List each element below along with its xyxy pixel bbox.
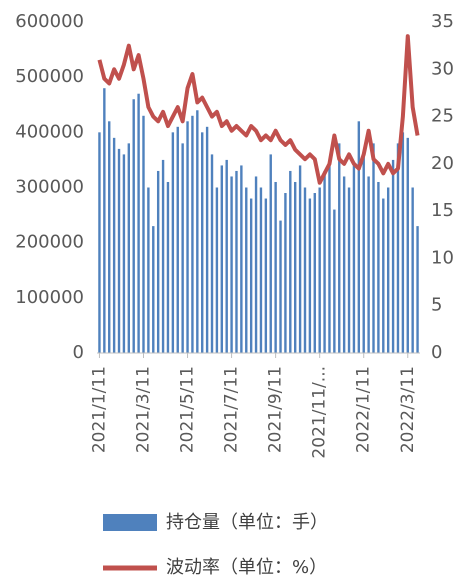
bar — [411, 187, 414, 353]
bar — [108, 121, 111, 353]
x-tick-label: 2021/9/11 — [266, 366, 286, 453]
bar — [318, 187, 321, 353]
y-tick-label: 100000 — [15, 287, 84, 308]
bar — [152, 226, 155, 353]
x-tick-label: 2021/3/11 — [133, 366, 153, 453]
bar — [127, 143, 131, 353]
bar — [367, 176, 370, 353]
bar — [196, 110, 199, 354]
bar — [230, 176, 233, 353]
bar — [347, 187, 351, 353]
bar — [205, 126, 209, 353]
y2-tick-label: 35 — [431, 11, 454, 32]
bar — [137, 93, 140, 353]
bar — [401, 132, 405, 353]
bar — [303, 187, 307, 353]
bar — [122, 154, 126, 353]
bar — [294, 181, 297, 353]
y-tick-label: 500000 — [15, 66, 84, 87]
legend-label: 波动率（单位：%） — [166, 557, 327, 578]
bar — [215, 187, 219, 353]
bar — [313, 193, 316, 353]
bar — [259, 187, 263, 353]
bar — [240, 165, 243, 353]
bar — [362, 154, 365, 353]
bar — [372, 143, 375, 353]
bar — [264, 198, 268, 353]
bar — [406, 137, 409, 353]
bar — [396, 143, 400, 353]
bar — [284, 193, 287, 353]
y2-tick-label: 30 — [431, 58, 454, 79]
y2-tick-label: 25 — [431, 106, 454, 127]
y-tick-label: 200000 — [15, 232, 84, 253]
bar — [161, 159, 165, 353]
x-tick-label: 2021/1/11 — [89, 366, 109, 453]
y-tick-label: 0 — [73, 342, 84, 363]
line — [97, 34, 420, 185]
bar — [249, 198, 253, 353]
bar — [254, 176, 258, 353]
y2-tick-label: 15 — [431, 200, 454, 221]
bar — [269, 154, 272, 353]
bar — [386, 187, 390, 353]
bar — [382, 198, 385, 353]
legend-swatch — [103, 514, 157, 531]
bar — [186, 121, 189, 353]
bar — [279, 220, 282, 353]
y2-tick-label: 0 — [431, 342, 442, 363]
bar — [201, 132, 204, 353]
bar — [112, 137, 116, 353]
bar — [225, 159, 228, 353]
bar — [156, 170, 160, 353]
legend-label: 持仓量（单位：手） — [166, 512, 328, 533]
bar — [220, 165, 223, 353]
bar — [342, 176, 346, 353]
bar — [323, 170, 326, 353]
bar — [147, 187, 150, 353]
bar — [191, 115, 194, 354]
bar — [98, 132, 101, 353]
y2-tick-label: 5 — [431, 295, 442, 316]
bar — [166, 181, 170, 353]
x-tick-label: 2021/7/11 — [222, 366, 242, 453]
x-tick-label: 2021/11/... — [310, 366, 330, 459]
bar — [181, 143, 184, 353]
bar — [298, 165, 302, 353]
y2-tick-label: 10 — [431, 247, 454, 268]
bar — [210, 154, 214, 353]
y-tick-label: 300000 — [15, 177, 84, 198]
bar — [328, 165, 331, 353]
bar — [357, 121, 361, 353]
bar — [338, 143, 341, 353]
bar — [171, 132, 175, 353]
bar — [289, 170, 292, 353]
bar — [416, 226, 419, 353]
bar — [377, 181, 380, 353]
x-tick-label: 2022/1/11 — [354, 366, 374, 453]
bar — [142, 115, 145, 354]
bar — [274, 181, 277, 353]
y2-tick-label: 20 — [431, 153, 454, 174]
bar — [333, 209, 336, 353]
bar — [132, 99, 135, 353]
bar — [103, 88, 106, 353]
bar — [176, 126, 179, 353]
bar — [352, 165, 356, 353]
bar — [117, 148, 121, 353]
y-tick-label: 400000 — [15, 121, 84, 142]
bar — [308, 198, 312, 353]
bar — [391, 159, 395, 353]
bar — [235, 170, 238, 353]
x-tick-label: 2021/5/11 — [178, 366, 198, 453]
bar — [245, 187, 248, 353]
y-tick-label: 600000 — [15, 11, 84, 32]
x-tick-label: 2022/3/11 — [398, 366, 418, 453]
